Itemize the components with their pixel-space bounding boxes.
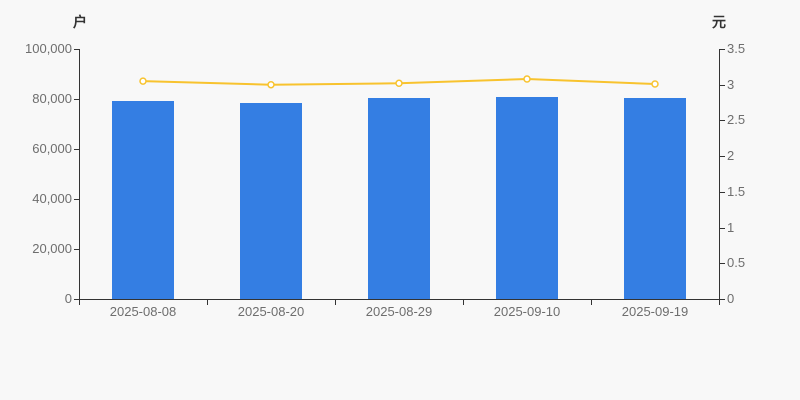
y-axis-right-tick [720, 227, 725, 229]
x-axis-line [79, 299, 720, 300]
y-axis-left-tick [74, 299, 79, 300]
y-axis-right-tick-label: 0.5 [727, 255, 746, 271]
y-axis-left-tick-label: 60,000 [32, 141, 72, 156]
y-axis-right-line [719, 49, 720, 300]
y-axis-left-tick-label: 40,000 [32, 191, 72, 206]
line-data-point-marker[interactable] [523, 75, 531, 83]
x-axis-category-label: 2025-08-08 [109, 304, 177, 319]
x-axis-category-label: 2025-09-19 [621, 304, 689, 319]
y-axis-right-tick [720, 156, 725, 158]
line-data-point-marker[interactable] [651, 80, 659, 88]
y-axis-right-tick-label: 2.5 [727, 112, 746, 128]
line-data-point-marker[interactable] [139, 77, 147, 85]
y-axis-right-tick-label: 3 [727, 76, 735, 92]
x-axis-tick [719, 300, 720, 305]
y-axis-left-tick-label: 20,000 [32, 241, 72, 256]
y-axis-left-tick [74, 149, 79, 150]
y-axis-left-tick [74, 249, 79, 250]
y-axis-left-line [79, 49, 80, 300]
x-axis-category-label: 2025-08-20 [237, 304, 305, 319]
y-axis-right-tick-label: 1 [727, 219, 735, 235]
x-axis-tick [79, 300, 80, 305]
y-axis-right-tick [720, 49, 725, 50]
y-axis-right-tick [720, 191, 725, 193]
line-data-point-marker[interactable] [267, 80, 275, 89]
y-axis-left-tick-label: 100,000 [25, 41, 72, 56]
bar-data-point[interactable] [368, 97, 430, 299]
y-axis-left-tick-label: 0 [64, 291, 72, 306]
y-axis-right-tick-label: 3.5 [727, 41, 746, 56]
left-axis-unit-label: 户 [73, 14, 87, 30]
y-axis-right-tick [720, 299, 725, 300]
bar-data-point[interactable] [496, 96, 558, 299]
bar-data-point[interactable] [112, 101, 174, 299]
x-axis-tick [207, 300, 208, 305]
x-axis-tick [335, 300, 336, 305]
y-axis-right-tick-label: 0 [727, 291, 735, 306]
y-axis-right-tick [720, 120, 725, 122]
y-axis-left-tick [74, 199, 79, 200]
y-axis-right-tick-label: 2 [727, 148, 735, 164]
right-axis-unit-label: 元 [712, 14, 726, 30]
x-axis-tick [591, 300, 592, 305]
y-axis-right-tick [720, 84, 725, 86]
y-axis-left-tick [74, 49, 79, 50]
y-axis-left-tick-label: 80,000 [32, 91, 72, 106]
line-data-point-marker[interactable] [395, 79, 403, 88]
x-axis-category-label: 2025-09-10 [493, 304, 561, 319]
bar-data-point[interactable] [624, 98, 686, 299]
bar-data-point[interactable] [240, 103, 302, 299]
x-axis-tick [463, 300, 464, 305]
x-axis-category-label: 2025-08-29 [365, 304, 433, 319]
y-axis-left-tick [74, 99, 79, 100]
y-axis-right-tick-label: 1.5 [727, 183, 746, 199]
y-axis-right-tick [720, 263, 725, 265]
